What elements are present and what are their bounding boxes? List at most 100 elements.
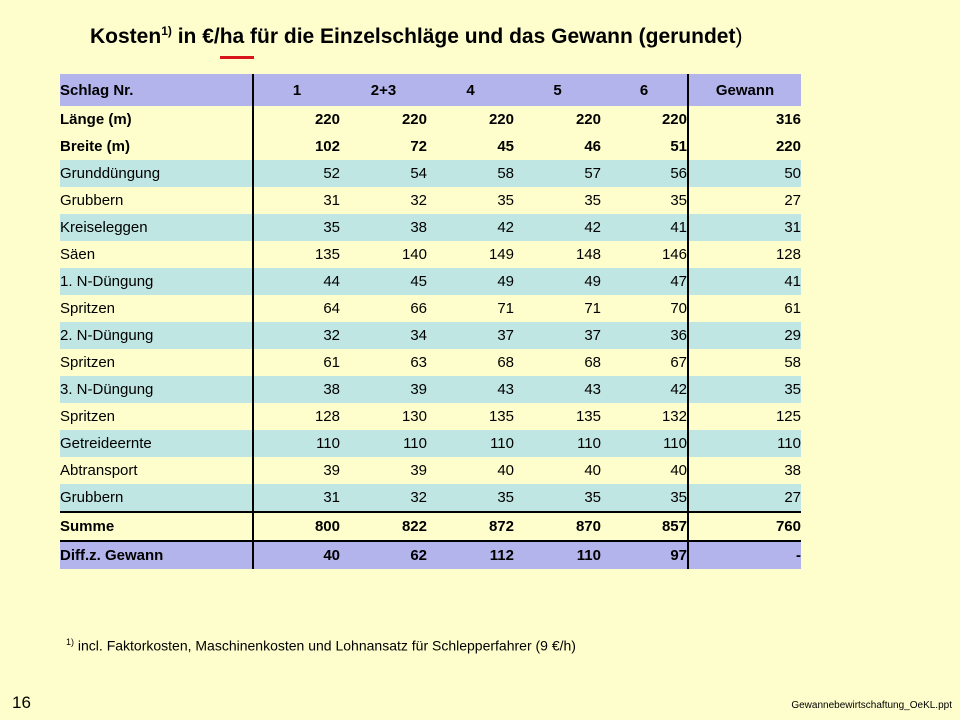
value-cell: 43 bbox=[514, 376, 601, 403]
value-cell: 132 bbox=[601, 403, 689, 430]
value-cell: 220 bbox=[340, 106, 427, 133]
value-cell: 31 bbox=[688, 214, 801, 241]
value-cell: 39 bbox=[340, 376, 427, 403]
table-row: Grunddüngung 52 54 58 57 56 50 bbox=[60, 160, 801, 187]
value-cell: 34 bbox=[340, 322, 427, 349]
value-cell: 110 bbox=[601, 430, 689, 457]
table-row: Grubbern 31 32 35 35 35 27 bbox=[60, 484, 801, 512]
value-cell: 97 bbox=[601, 540, 689, 569]
value-cell: 44 bbox=[253, 268, 340, 295]
value-cell: 45 bbox=[427, 133, 514, 160]
footnote: 1) incl. Faktorkosten, Maschinenkosten u… bbox=[66, 637, 576, 654]
value-cell: 52 bbox=[253, 160, 340, 187]
value-cell: 135 bbox=[514, 403, 601, 430]
value-cell: 125 bbox=[688, 403, 801, 430]
value-cell: 42 bbox=[601, 376, 689, 403]
value-cell: 35 bbox=[688, 376, 801, 403]
header-cell: 1 bbox=[253, 74, 340, 106]
value-cell: 71 bbox=[427, 295, 514, 322]
value-cell: 66 bbox=[340, 295, 427, 322]
value-cell: 61 bbox=[253, 349, 340, 376]
header-cell: Schlag Nr. bbox=[60, 74, 254, 106]
value-cell: 220 bbox=[427, 106, 514, 133]
header-cell: 5 bbox=[514, 74, 601, 106]
table-row: Abtransport 39 39 40 40 40 38 bbox=[60, 457, 801, 484]
value-cell: 41 bbox=[688, 268, 801, 295]
value-cell: 40 bbox=[427, 457, 514, 484]
table-row: 3. N-Düngung 38 39 43 43 42 35 bbox=[60, 376, 801, 403]
value-cell: 68 bbox=[427, 349, 514, 376]
row-label-cell: Kreiseleggen bbox=[60, 214, 254, 241]
row-label-cell: Getreideernte bbox=[60, 430, 254, 457]
value-cell: 128 bbox=[253, 403, 340, 430]
table-row: Getreideernte 110 110 110 110 110 110 bbox=[60, 430, 801, 457]
table-header-row: Schlag Nr. 1 2+3 4 5 6 Gewann bbox=[60, 74, 801, 106]
row-label-cell: Länge (m) bbox=[60, 106, 254, 133]
value-cell: 220 bbox=[514, 106, 601, 133]
footnote-marker: 1) bbox=[66, 637, 75, 647]
value-cell: 35 bbox=[514, 187, 601, 214]
value-cell: 35 bbox=[427, 187, 514, 214]
value-cell: 146 bbox=[601, 241, 689, 268]
value-cell: 32 bbox=[340, 187, 427, 214]
value-cell: 35 bbox=[427, 484, 514, 512]
row-label-cell: Säen bbox=[60, 241, 254, 268]
header-cell: 6 bbox=[601, 74, 689, 106]
value-cell: 72 bbox=[340, 133, 427, 160]
value-cell: 68 bbox=[514, 349, 601, 376]
value-cell: 130 bbox=[340, 403, 427, 430]
value-cell: 31 bbox=[253, 187, 340, 214]
title-footnote-marker: 1) bbox=[161, 24, 172, 38]
row-label-cell: Grubbern bbox=[60, 187, 254, 214]
title-close-paren: ) bbox=[735, 25, 743, 48]
value-cell: 64 bbox=[253, 295, 340, 322]
page-title: Kosten1) in €/ha für die Einzelschläge u… bbox=[90, 24, 742, 49]
title-rest: in €/ha für die Einzelschläge und das Ge… bbox=[171, 25, 736, 48]
value-cell: 135 bbox=[427, 403, 514, 430]
value-cell: 870 bbox=[514, 511, 601, 541]
value-cell: 220 bbox=[601, 106, 689, 133]
page-number: 16 bbox=[12, 693, 31, 712]
header-cell: 4 bbox=[427, 74, 514, 106]
table-row: Kreiseleggen 35 38 42 42 41 31 bbox=[60, 214, 801, 241]
value-cell: 38 bbox=[253, 376, 340, 403]
value-cell: 128 bbox=[688, 241, 801, 268]
value-cell: 40 bbox=[601, 457, 689, 484]
value-cell: 822 bbox=[340, 511, 427, 541]
header-cell: Gewann bbox=[688, 74, 801, 106]
table-row: Säen 135 140 149 148 146 128 bbox=[60, 241, 801, 268]
table-row: Spritzen 64 66 71 71 70 61 bbox=[60, 295, 801, 322]
value-cell: 39 bbox=[253, 457, 340, 484]
value-cell: 800 bbox=[253, 511, 340, 541]
value-cell: 49 bbox=[514, 268, 601, 295]
value-cell: 37 bbox=[427, 322, 514, 349]
value-cell: 57 bbox=[514, 160, 601, 187]
value-cell: 110 bbox=[340, 430, 427, 457]
value-cell: 110 bbox=[514, 540, 601, 569]
value-cell: 49 bbox=[427, 268, 514, 295]
value-cell: 872 bbox=[427, 511, 514, 541]
value-cell: 35 bbox=[253, 214, 340, 241]
value-cell: 220 bbox=[688, 133, 801, 160]
value-cell: 27 bbox=[688, 484, 801, 512]
value-cell: 135 bbox=[253, 241, 340, 268]
value-cell: 67 bbox=[601, 349, 689, 376]
value-cell: 148 bbox=[514, 241, 601, 268]
value-cell: 71 bbox=[514, 295, 601, 322]
value-cell: 45 bbox=[340, 268, 427, 295]
value-cell: 58 bbox=[688, 349, 801, 376]
value-cell: 31 bbox=[253, 484, 340, 512]
row-label-cell: Spritzen bbox=[60, 295, 254, 322]
value-cell: 112 bbox=[427, 540, 514, 569]
value-cell: 35 bbox=[601, 484, 689, 512]
value-cell: 40 bbox=[514, 457, 601, 484]
value-cell: 50 bbox=[688, 160, 801, 187]
value-cell: 62 bbox=[340, 540, 427, 569]
cost-table: Schlag Nr. 1 2+3 4 5 6 Gewann Länge (m) 2… bbox=[60, 74, 801, 569]
value-cell: 51 bbox=[601, 133, 689, 160]
file-name: Gewannebewirtschaftung_OeKL.ppt bbox=[791, 700, 952, 711]
table-row: Diff.z. Gewann 40 62 112 110 97- bbox=[60, 540, 801, 569]
value-cell: 32 bbox=[340, 484, 427, 512]
value-cell: 61 bbox=[688, 295, 801, 322]
value-cell: 39 bbox=[340, 457, 427, 484]
